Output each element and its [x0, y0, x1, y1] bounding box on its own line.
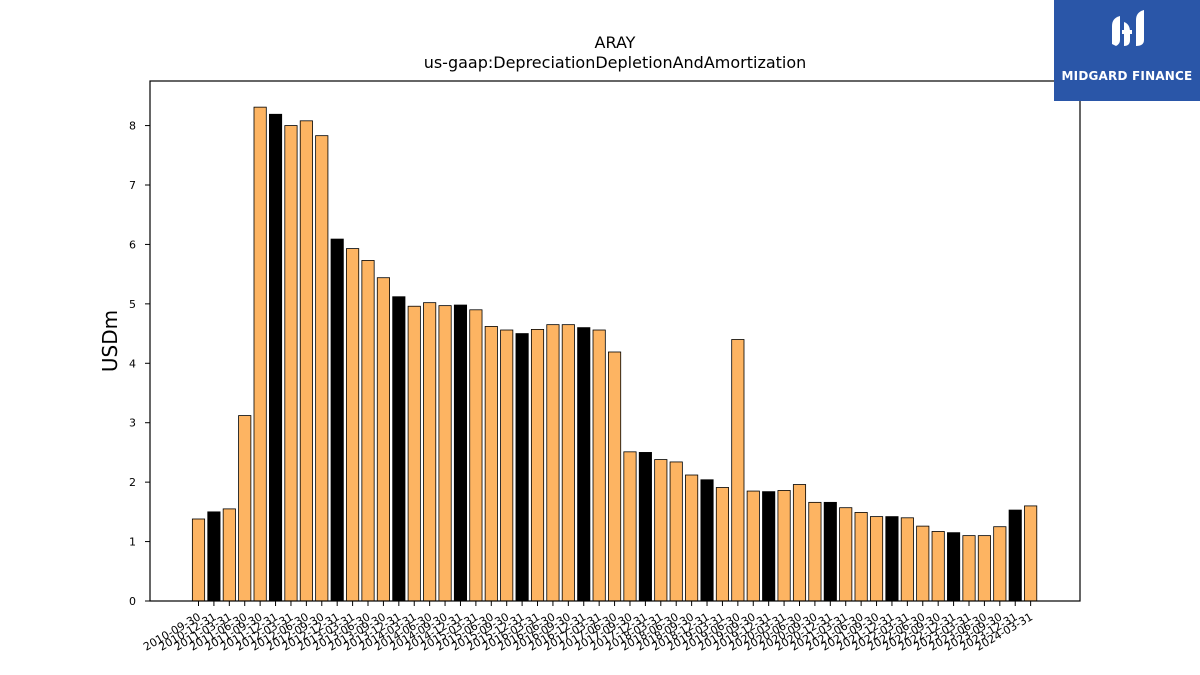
bar-2020-12-31 — [823, 501, 837, 602]
bar-2013-06-30 — [361, 260, 375, 602]
bar-2014-09-30 — [438, 305, 452, 602]
y-tick-label: 6 — [129, 238, 136, 251]
bar-2016-12-31 — [577, 327, 591, 602]
bar-2018-09-30 — [685, 474, 699, 602]
plot-frame — [149, 80, 1081, 602]
bar-2021-12-31 — [885, 516, 899, 602]
y-axis-label: USDm — [98, 310, 122, 372]
bar-2010-09-30 — [191, 518, 206, 602]
y-tick-label: 1 — [129, 536, 136, 549]
bar-2015-03-31 — [469, 309, 483, 602]
y-tick-label: 7 — [129, 179, 136, 192]
y-tick-label: 8 — [129, 120, 136, 133]
bar-2014-06-30 — [423, 302, 437, 602]
bar-2013-12-31 — [392, 296, 406, 602]
bar-2023-12-31 — [1008, 509, 1022, 602]
y-tick-label: 3 — [129, 417, 136, 430]
bar-2014-12-31 — [453, 304, 468, 602]
y-axis-ticks: 0 1 2 3 4 5 6 7 8 — [129, 120, 150, 608]
bar-2011-03-31 — [222, 508, 236, 602]
bar-2013-03-31 — [346, 248, 360, 602]
bar-2011-12-31 — [268, 113, 283, 602]
bar-2019-06-30 — [731, 339, 745, 602]
logo: MIDGARD FINANCE — [1054, 0, 1200, 101]
bar-2019-12-31 — [762, 491, 776, 602]
bar-2015-12-31 — [515, 333, 529, 602]
bar-2012-03-31 — [284, 125, 298, 602]
bar-2015-06-30 — [484, 326, 498, 602]
bar-2011-06-30 — [238, 415, 252, 602]
bar-2022-09-30 — [931, 531, 945, 602]
bar-2016-06-30 — [546, 324, 560, 602]
bar-2013-09-30 — [376, 277, 390, 602]
y-tick-label: 4 — [129, 357, 136, 370]
y-tick-label: 2 — [129, 476, 136, 489]
bar-2023-06-30 — [977, 535, 991, 602]
bar-2011-09-30 — [253, 106, 267, 602]
bar-2012-06-30 — [299, 120, 313, 602]
bar-2017-06-30 — [608, 351, 622, 602]
midgard-logo-icon — [1112, 10, 1144, 46]
bar-2020-03-31 — [777, 490, 791, 602]
bar-2014-03-31 — [407, 305, 421, 602]
bar-2012-09-30 — [315, 135, 329, 602]
bar-2015-09-30 — [500, 329, 514, 602]
bar-2021-06-30 — [854, 512, 868, 602]
bar-2018-06-30 — [669, 461, 683, 602]
logo-text: MIDGARD FINANCE — [1061, 69, 1193, 83]
bar-2010-12-31 — [207, 511, 221, 602]
bar-2017-09-30 — [623, 451, 637, 602]
x-axis-ticks: 2010-09-302010-12-312011-03-312011-06-30… — [141, 601, 1035, 654]
y-tick-label: 0 — [129, 595, 136, 608]
bar-2018-12-31 — [700, 479, 714, 602]
bars-group — [191, 106, 1038, 602]
bar-2019-03-31 — [715, 487, 729, 602]
bar-2019-09-30 — [746, 490, 760, 602]
bar-2021-09-30 — [869, 516, 884, 602]
y-tick-label: 5 — [129, 298, 136, 311]
bar-2016-03-31 — [530, 329, 545, 602]
bar-2023-09-30 — [993, 526, 1007, 602]
bar-2023-03-31 — [962, 535, 976, 602]
chart-title: ARAY — [595, 33, 636, 52]
bar-2020-09-30 — [808, 501, 822, 602]
bar-2018-03-31 — [654, 459, 668, 602]
bar-2017-12-31 — [638, 452, 652, 602]
bar-2020-06-30 — [792, 484, 807, 602]
bar-2022-12-31 — [947, 532, 961, 602]
bar-2017-03-31 — [592, 329, 606, 602]
chart-subtitle: us-gaap:DepreciationDepletionAndAmortiza… — [424, 53, 807, 72]
bar-2016-09-30 — [561, 324, 575, 602]
bar-2024-03-31 — [1024, 505, 1038, 602]
bar-2022-03-31 — [900, 517, 914, 602]
bar-2012-12-31 — [330, 238, 344, 602]
bar-2021-03-31 — [839, 507, 853, 602]
bar-2022-06-30 — [916, 525, 930, 602]
